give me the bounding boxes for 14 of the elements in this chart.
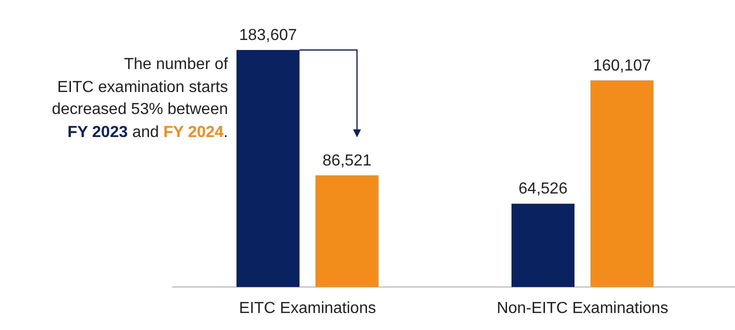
data-label: 64,526 [518, 180, 568, 198]
data-label: 160,107 [593, 57, 652, 74]
text: FY 2023 [68, 124, 128, 140]
x-tick-label: EITC Examinations [239, 300, 376, 317]
data-label: 86,521 [322, 152, 372, 170]
bar [316, 175, 378, 287]
text: FY 2024 [163, 124, 224, 140]
text: and [131, 124, 160, 140]
bar [512, 204, 574, 287]
bar [236, 50, 300, 287]
annotation: . [224, 124, 228, 140]
data-label: 183,607 [239, 27, 298, 44]
x-tick-label: Non-EITC Examinations [496, 300, 668, 317]
bar [590, 80, 654, 287]
